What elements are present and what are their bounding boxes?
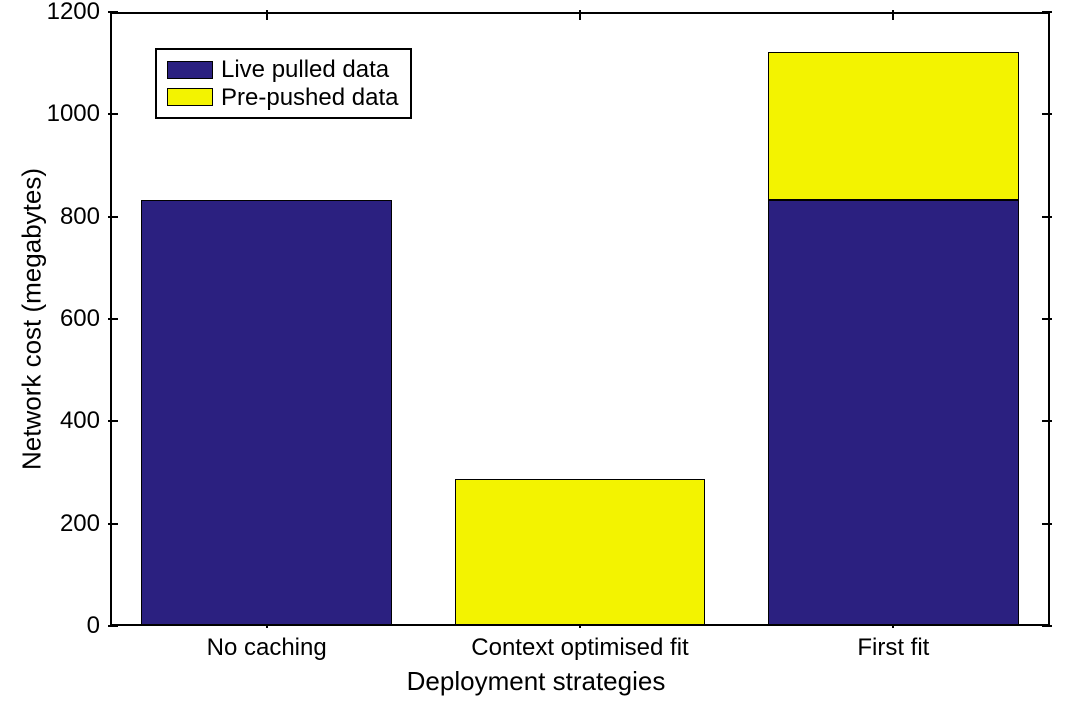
- bar-segment: [141, 200, 392, 626]
- chart-container: 0 200 400 600 800 1000 1200 No caching Context o…: [0, 0, 1072, 714]
- y-tick-mark: [108, 11, 118, 13]
- plot-area: 020040060080010001200No cachingContext o…: [110, 12, 1050, 626]
- x-axis-label: Deployment strategies: [407, 666, 666, 697]
- y-tick-label: 0: [87, 612, 110, 640]
- x-tick-label: Context optimised fit: [471, 626, 688, 662]
- y-tick-mark: [108, 625, 118, 627]
- y-tick-mark: [1042, 216, 1052, 218]
- y-tick-mark: [1042, 113, 1052, 115]
- y-tick-mark: [108, 113, 118, 115]
- legend-swatch: [167, 88, 213, 106]
- y-tick-label: 400: [60, 407, 110, 435]
- y-axis-label: Network cost (megabytes): [17, 168, 48, 470]
- x-tick-mark: [579, 10, 581, 20]
- y-tick-mark: [108, 216, 118, 218]
- y-tick-mark: [1042, 318, 1052, 320]
- x-tick-mark: [892, 10, 894, 20]
- y-tick-label: 1200: [47, 0, 110, 26]
- bar-segment: [768, 52, 1019, 199]
- legend-item: Live pulled data: [167, 56, 398, 84]
- y-tick-mark: [108, 318, 118, 320]
- legend: Live pulled dataPre-pushed data: [155, 48, 412, 119]
- y-tick-mark: [1042, 11, 1052, 13]
- legend-swatch: [167, 61, 213, 79]
- y-tick-mark: [1042, 625, 1052, 627]
- y-tick-mark: [1042, 420, 1052, 422]
- x-tick-label: No caching: [207, 626, 327, 662]
- y-tick-mark: [1042, 523, 1052, 525]
- legend-label: Pre-pushed data: [221, 84, 398, 112]
- x-tick-mark: [266, 10, 268, 20]
- y-tick-mark: [108, 523, 118, 525]
- y-tick-label: 1000: [47, 100, 110, 128]
- legend-label: Live pulled data: [221, 56, 389, 84]
- y-tick-label: 600: [60, 305, 110, 333]
- bar-segment: [455, 479, 706, 626]
- legend-item: Pre-pushed data: [167, 84, 398, 112]
- y-tick-mark: [108, 420, 118, 422]
- y-tick-label: 200: [60, 510, 110, 538]
- bar-segment: [768, 200, 1019, 626]
- x-tick-label: First fit: [857, 626, 929, 662]
- y-tick-label: 800: [60, 203, 110, 231]
